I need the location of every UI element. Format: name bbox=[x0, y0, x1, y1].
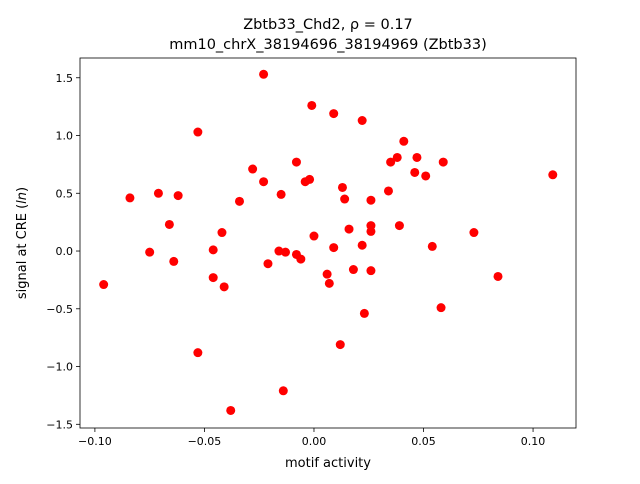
data-point bbox=[263, 259, 273, 269]
data-point bbox=[173, 191, 183, 201]
data-point bbox=[340, 194, 350, 204]
y-axis: −1.5 −1.0 −0.5 0.0 0.5 1.0 1.5 bbox=[46, 72, 80, 431]
y-tick-label: 0.5 bbox=[56, 187, 74, 200]
data-point bbox=[412, 152, 422, 162]
y-tick-label: −1.5 bbox=[46, 418, 73, 431]
data-point bbox=[493, 271, 503, 281]
data-point bbox=[217, 228, 227, 238]
x-tick-label: −0.05 bbox=[188, 435, 222, 448]
data-point bbox=[208, 273, 218, 283]
plot-frame bbox=[79, 57, 577, 429]
data-point bbox=[248, 164, 258, 174]
data-point bbox=[125, 193, 135, 203]
data-point bbox=[386, 157, 396, 167]
x-tick-label: −0.10 bbox=[78, 435, 112, 448]
x-axis-label: motif activity bbox=[285, 456, 371, 471]
data-point bbox=[366, 226, 376, 236]
data-point bbox=[436, 303, 446, 313]
data-point bbox=[145, 247, 155, 257]
data-point bbox=[410, 167, 420, 177]
data-point bbox=[548, 170, 558, 180]
data-point bbox=[99, 280, 109, 290]
data-point bbox=[344, 224, 354, 234]
x-tick-label: 0.00 bbox=[302, 435, 327, 448]
data-point bbox=[359, 308, 369, 318]
data-point bbox=[438, 157, 448, 167]
data-point bbox=[348, 265, 358, 275]
y-tick-label: −1.0 bbox=[46, 361, 73, 374]
data-point bbox=[469, 228, 479, 238]
data-point bbox=[278, 386, 288, 396]
y-axis-label-italic: ln bbox=[15, 192, 30, 204]
data-point bbox=[164, 219, 174, 229]
data-point bbox=[193, 348, 203, 358]
data-point bbox=[153, 188, 163, 198]
data-point bbox=[383, 186, 393, 196]
data-point bbox=[394, 221, 404, 231]
data-point bbox=[392, 152, 402, 162]
data-point bbox=[427, 241, 437, 251]
chart-title-line2: mm10_chrX_38194696_38194969 (Zbtb33) bbox=[169, 37, 487, 53]
data-point bbox=[305, 174, 315, 184]
data-point bbox=[399, 136, 409, 146]
data-point bbox=[226, 405, 236, 415]
data-point bbox=[259, 177, 269, 187]
data-point bbox=[291, 157, 301, 167]
data-point bbox=[208, 245, 218, 255]
data-point bbox=[234, 196, 244, 206]
y-tick-label: −0.5 bbox=[46, 303, 73, 316]
y-axis-label-suffix: ) bbox=[15, 187, 30, 192]
y-axis-label-prefix: signal at CRE ( bbox=[15, 204, 30, 299]
y-tick-label: 1.5 bbox=[56, 72, 74, 85]
y-tick-label: 0.0 bbox=[56, 245, 74, 258]
data-point bbox=[421, 171, 431, 181]
data-point bbox=[366, 266, 376, 276]
data-point bbox=[276, 189, 286, 199]
data-point bbox=[357, 115, 367, 125]
chart-title-line1: Zbtb33_Chd2, ρ = 0.17 bbox=[243, 17, 413, 33]
y-axis-label: signal at CRE (ln) bbox=[15, 187, 30, 299]
data-point bbox=[329, 243, 339, 253]
data-point bbox=[357, 240, 367, 250]
x-axis: −0.10 −0.05 0.00 0.05 0.10 bbox=[78, 428, 545, 448]
data-point bbox=[307, 100, 317, 110]
data-point bbox=[329, 109, 339, 119]
data-point bbox=[366, 195, 376, 205]
data-point bbox=[335, 340, 345, 350]
data-point bbox=[193, 127, 203, 137]
data-point bbox=[296, 254, 306, 264]
x-tick-label: 0.05 bbox=[411, 435, 436, 448]
data-point bbox=[280, 247, 290, 257]
data-point bbox=[259, 69, 269, 79]
x-tick-label: 0.10 bbox=[521, 435, 546, 448]
data-point bbox=[322, 269, 332, 279]
data-point bbox=[309, 231, 319, 241]
y-tick-label: 1.0 bbox=[56, 130, 74, 143]
data-point bbox=[169, 256, 179, 266]
data-point bbox=[219, 282, 229, 292]
data-point bbox=[337, 182, 347, 192]
data-points bbox=[99, 69, 558, 415]
data-point bbox=[324, 278, 334, 288]
